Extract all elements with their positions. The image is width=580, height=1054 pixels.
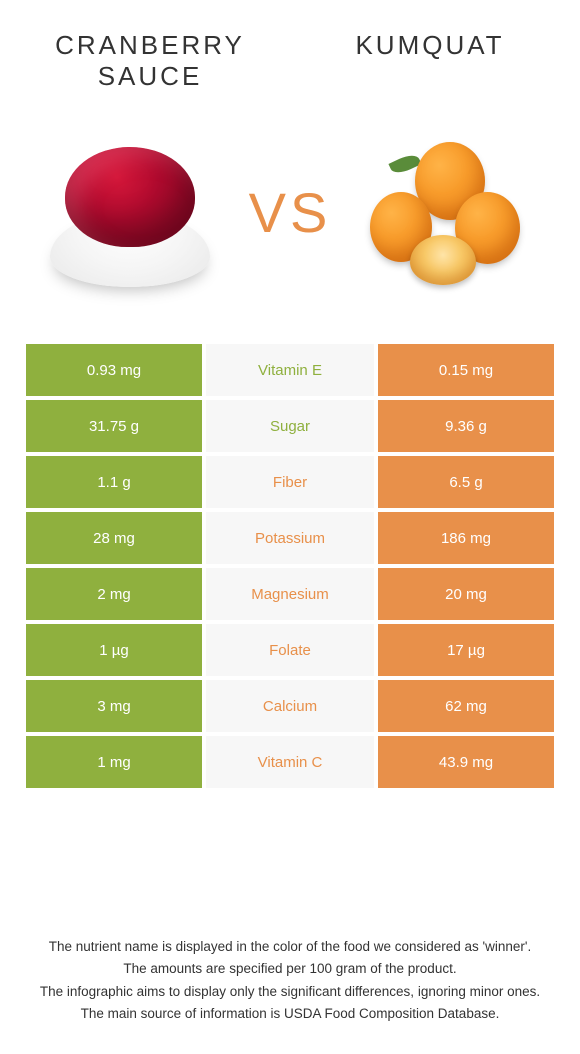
footer-line: The infographic aims to display only the…	[20, 982, 560, 1002]
nutrient-comparison-table: 0.93 mgVitamin E0.15 mg31.75 gSugar9.36 …	[24, 342, 556, 790]
nutrient-label: Vitamin E	[204, 342, 376, 398]
left-value: 1.1 g	[24, 454, 204, 510]
footer-line: The nutrient name is displayed in the co…	[20, 937, 560, 957]
left-value: 2 mg	[24, 566, 204, 622]
table-row: 1 mgVitamin C43.9 mg	[24, 734, 556, 790]
nutrient-label: Magnesium	[204, 566, 376, 622]
kumquat-image	[350, 112, 550, 312]
left-value: 1 µg	[24, 622, 204, 678]
table-row: 1 µgFolate17 µg	[24, 622, 556, 678]
nutrient-label: Potassium	[204, 510, 376, 566]
left-food-title: Cranberry sauce	[40, 30, 260, 92]
images-row: VS	[0, 102, 580, 332]
cranberry-sauce-image	[30, 112, 230, 312]
left-value: 1 mg	[24, 734, 204, 790]
right-value: 17 µg	[376, 622, 556, 678]
right-value: 6.5 g	[376, 454, 556, 510]
table-row: 0.93 mgVitamin E0.15 mg	[24, 342, 556, 398]
table-row: 2 mgMagnesium20 mg	[24, 566, 556, 622]
right-food-title: Kumquat	[320, 30, 540, 61]
nutrient-label: Vitamin C	[204, 734, 376, 790]
left-value: 28 mg	[24, 510, 204, 566]
right-value: 20 mg	[376, 566, 556, 622]
footer-notes: The nutrient name is displayed in the co…	[20, 937, 560, 1026]
header: Cranberry sauce Kumquat	[0, 0, 580, 102]
right-value: 43.9 mg	[376, 734, 556, 790]
vs-label: VS	[249, 180, 332, 245]
right-value: 62 mg	[376, 678, 556, 734]
footer-line: The amounts are specified per 100 gram o…	[20, 959, 560, 979]
nutrient-label: Calcium	[204, 678, 376, 734]
nutrient-label: Fiber	[204, 454, 376, 510]
nutrient-label: Sugar	[204, 398, 376, 454]
left-value: 3 mg	[24, 678, 204, 734]
left-value: 0.93 mg	[24, 342, 204, 398]
right-value: 9.36 g	[376, 398, 556, 454]
table-row: 3 mgCalcium62 mg	[24, 678, 556, 734]
right-value: 186 mg	[376, 510, 556, 566]
left-value: 31.75 g	[24, 398, 204, 454]
nutrient-label: Folate	[204, 622, 376, 678]
table-row: 1.1 gFiber6.5 g	[24, 454, 556, 510]
table-row: 31.75 gSugar9.36 g	[24, 398, 556, 454]
footer-line: The main source of information is USDA F…	[20, 1004, 560, 1024]
right-value: 0.15 mg	[376, 342, 556, 398]
table-row: 28 mgPotassium186 mg	[24, 510, 556, 566]
